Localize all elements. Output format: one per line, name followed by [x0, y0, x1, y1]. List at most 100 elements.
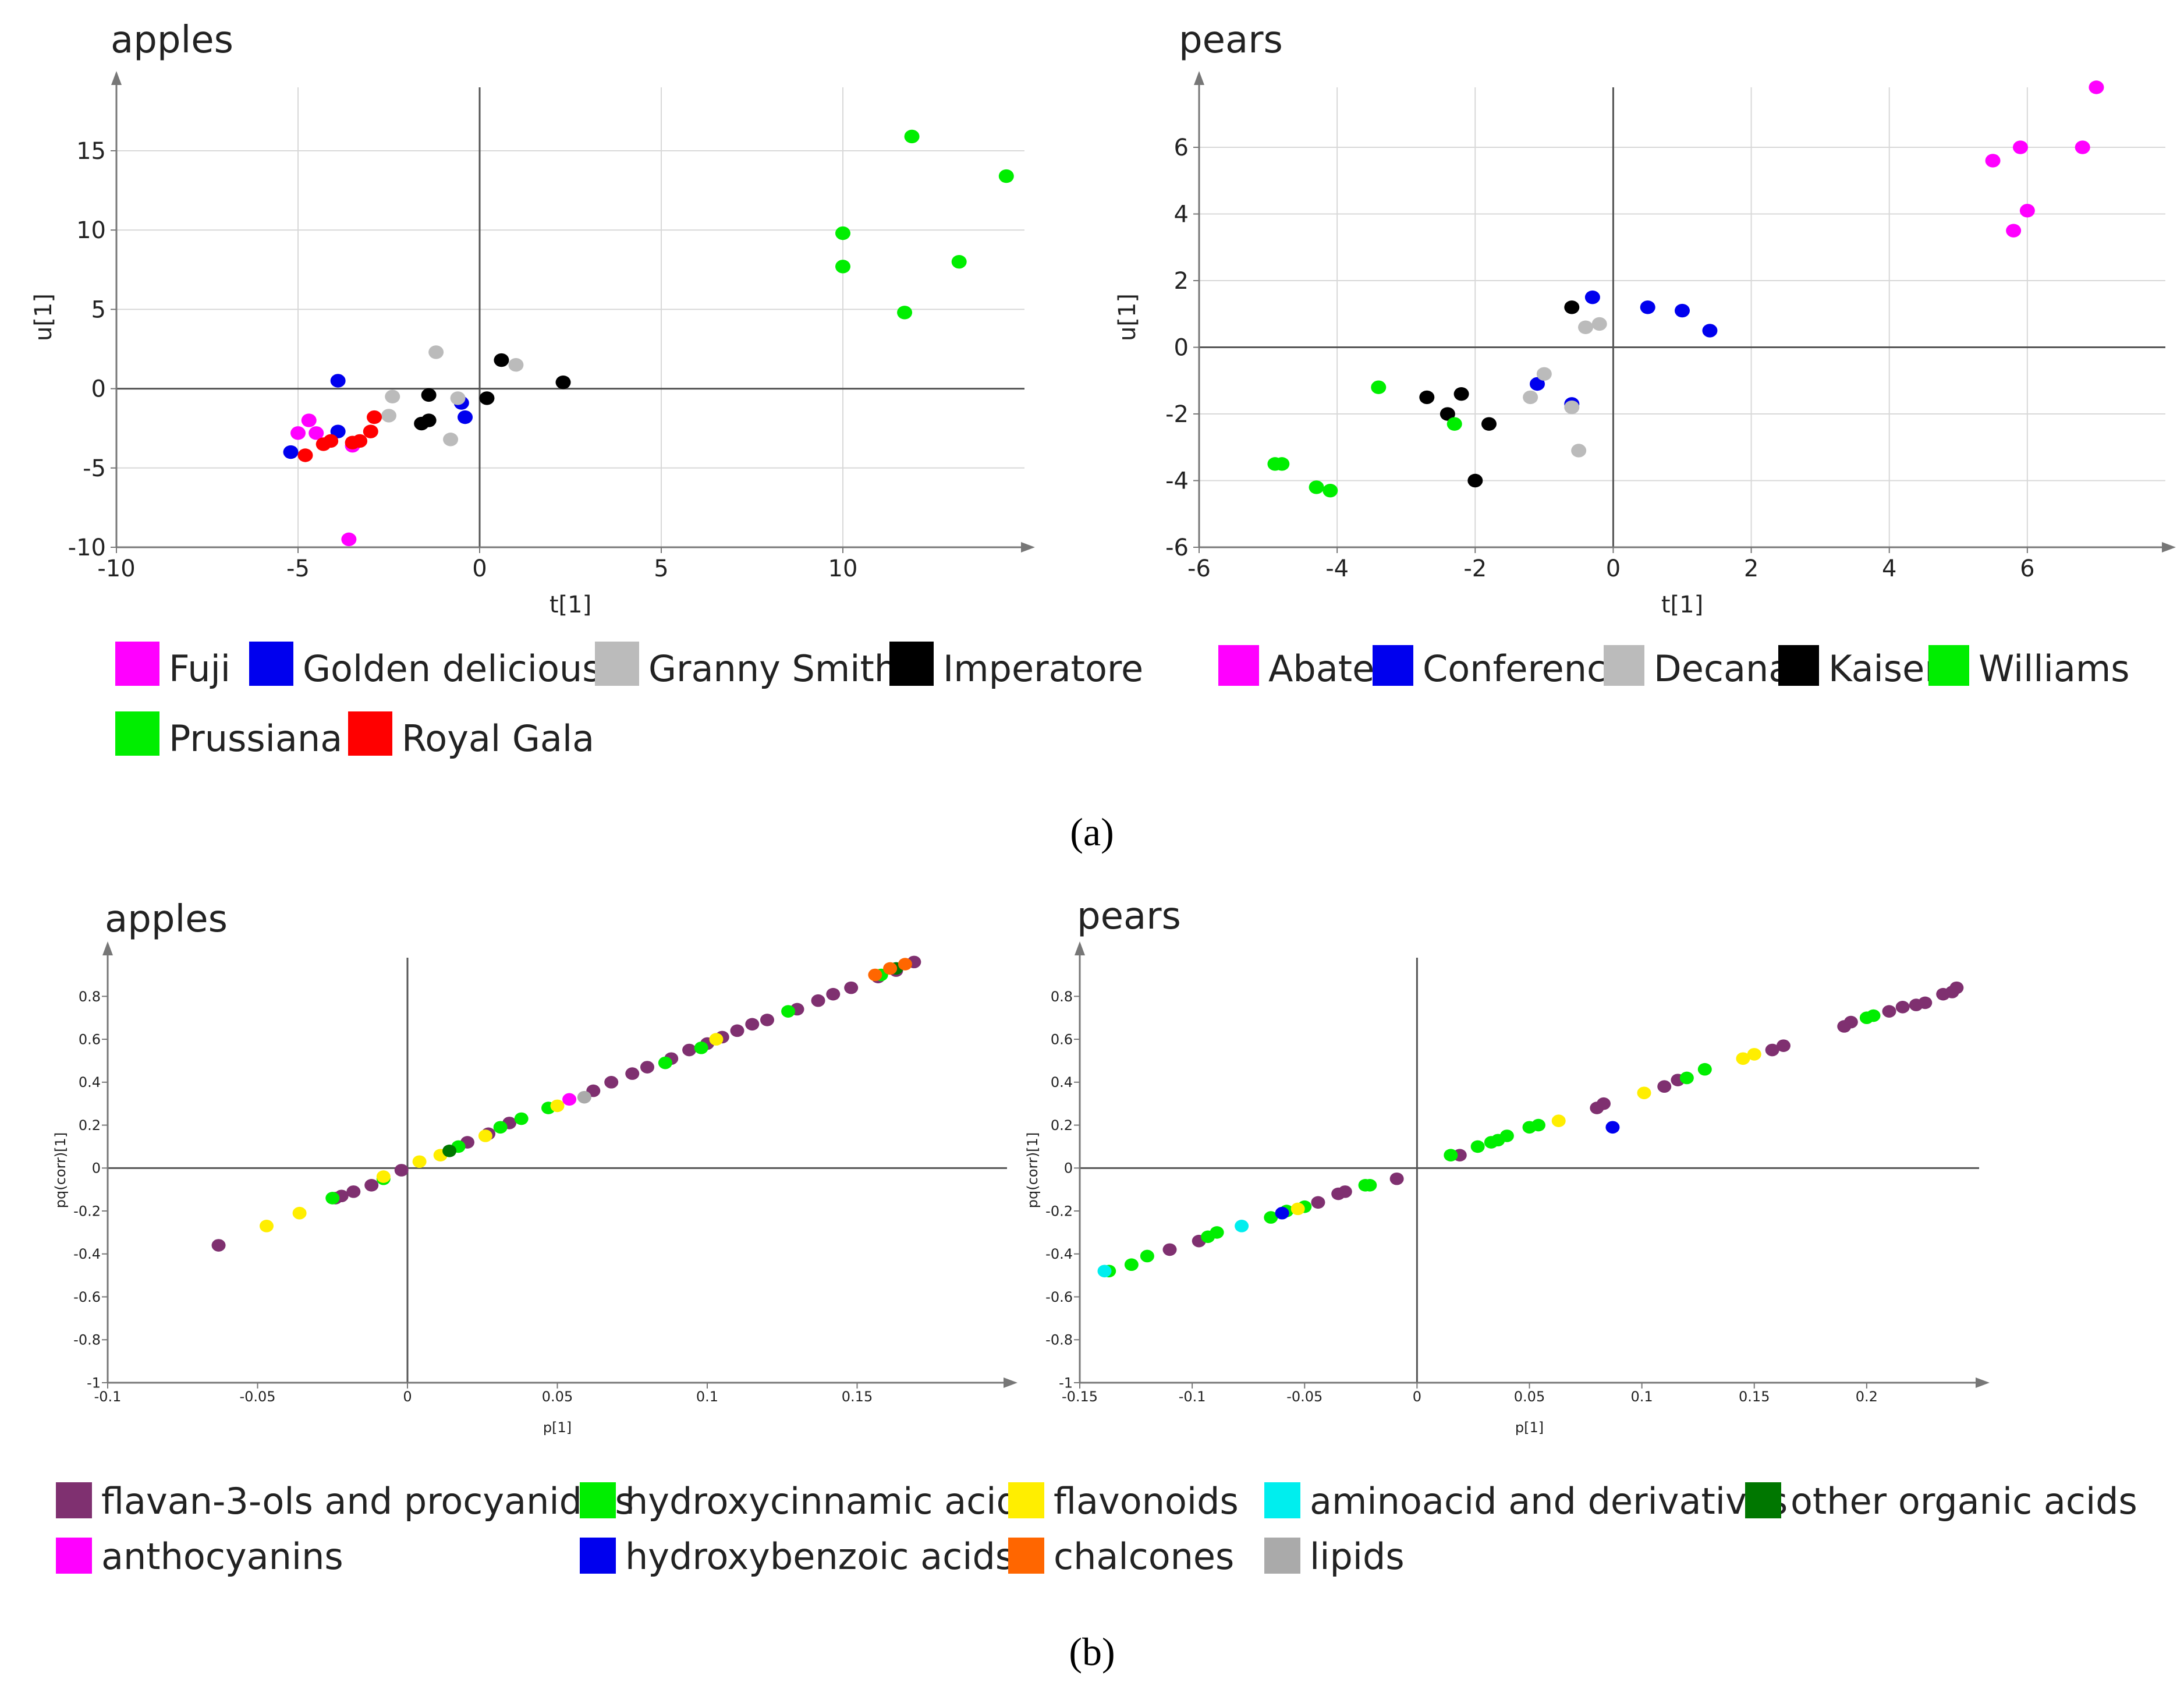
data-point-granny-smith: [508, 358, 524, 372]
panel-title: apples: [105, 898, 228, 941]
x-tick-label: 0.15: [1739, 1389, 1770, 1405]
data-point-flavonoids: [550, 1099, 565, 1113]
data-point-hydroxycinnamic-acids: [1210, 1226, 1224, 1239]
y-tick-label: 6: [1174, 134, 1189, 161]
data-point-williams: [1309, 480, 1324, 494]
data-point-hydroxycinnamic-acids: [1470, 1140, 1485, 1153]
data-point-anthocyanins: [562, 1093, 577, 1106]
y-axis-label: pq(corr)[1]: [52, 1132, 69, 1208]
data-point-flavonoids: [1637, 1086, 1651, 1100]
data-point-hydroxycinnamic-acids: [1866, 1009, 1881, 1022]
data-point-granny-smith: [450, 391, 466, 405]
data-point-flavan-3-ols-and-procyanidins: [745, 1018, 760, 1031]
legend-label: Royal Gala: [402, 717, 594, 760]
data-point-flavan-3-ols-and-procyanidins: [1918, 996, 1933, 1010]
data-point-hydroxycinnamic-acids: [325, 1192, 340, 1205]
x-axis-label: t[1]: [1661, 592, 1703, 618]
legend-swatch: [1218, 645, 1259, 686]
x-tick-label: 0.15: [842, 1389, 873, 1405]
panel-title: apples: [111, 19, 233, 62]
data-point-kaiser: [1564, 300, 1580, 314]
data-point-chalcones: [898, 958, 912, 971]
x-axis-label: p[1]: [1515, 1419, 1544, 1436]
legend-label: hydroxycinnamic acids: [625, 1480, 1038, 1522]
y-axis-label: pq(corr)[1]: [1024, 1132, 1041, 1208]
data-point-prussiana: [897, 306, 913, 320]
x-tick-label: 5: [654, 555, 668, 582]
legend-label: Kaiser: [1828, 647, 1940, 690]
data-point-decana: [1523, 390, 1538, 405]
y-tick-label: -0.6: [1045, 1289, 1073, 1305]
legend-label: Imperatore: [943, 647, 1143, 690]
plot-a-pears: pears -6 -4 -2 0 2 4 6 -6 -4 -2 0 2 4 6 t[1] u[1]: [1114, 19, 2176, 618]
legend-swatch: [889, 642, 934, 686]
data-point-flavan-3-ols-and-procyanidins: [625, 1067, 640, 1080]
x-axis-label: t[1]: [549, 592, 591, 618]
plot-a-apples: apples -10 -5 0 5 10 -10 -5 0 5 10 15 t[1] u[1]: [30, 19, 1035, 618]
data-point-imperatore: [555, 375, 571, 389]
legend-swatch: [249, 642, 293, 686]
data-point-williams: [1323, 483, 1338, 498]
data-point-prussiana: [904, 129, 920, 144]
y-tick-label: 0.2: [1051, 1117, 1073, 1134]
x-tick-label: 0.1: [696, 1389, 718, 1405]
data-point-decana: [1591, 317, 1607, 331]
y-tick-label: 0.6: [79, 1032, 101, 1048]
data-point-conference: [1584, 290, 1600, 304]
data-point-flavan-3-ols-and-procyanidins: [1882, 1005, 1896, 1018]
y-tick-label: 0.6: [1051, 1032, 1073, 1048]
data-point-granny-smith: [381, 409, 396, 423]
data-point-conference: [1640, 300, 1655, 314]
legend-swatch: [56, 1538, 92, 1574]
data-point-flavan-3-ols-and-procyanidins: [760, 1014, 774, 1026]
data-point-royal-gala: [323, 434, 339, 448]
x-tick-label: 0: [403, 1389, 412, 1405]
data-point-granny-smith: [443, 433, 459, 447]
data-point-abate: [2006, 224, 2022, 238]
y-tick-label: 0: [91, 376, 106, 403]
y-tick-label: 0.4: [1051, 1074, 1073, 1090]
data-point-flavan-3-ols-and-procyanidins: [811, 994, 825, 1007]
data-point-flavonoids: [478, 1129, 492, 1142]
x-tick-label: -6: [1187, 555, 1211, 582]
data-point-flavonoids: [709, 1033, 724, 1046]
data-point-granny-smith: [385, 389, 400, 403]
data-point-abate: [2013, 140, 2028, 154]
y-tick-label: -1: [1059, 1375, 1073, 1391]
data-point-flavan-3-ols-and-procyanidins: [1596, 1097, 1611, 1110]
data-point-fuji: [341, 532, 357, 547]
x-tick-label: -0.1: [94, 1389, 122, 1405]
data-point-flavan-3-ols-and-procyanidins: [640, 1061, 654, 1074]
data-point-flavonoids: [412, 1155, 427, 1168]
data-point-flavonoids: [1551, 1114, 1566, 1128]
data-point-prussiana: [998, 169, 1014, 183]
data-point-golden-delicious: [330, 424, 346, 438]
data-point-hydroxybenzoic-acids: [1275, 1206, 1289, 1220]
legend-swatch: [1745, 1482, 1781, 1518]
y-tick-label: 5: [91, 296, 106, 323]
legend-swatch: [56, 1482, 92, 1518]
x-axis-arrow: [1004, 1377, 1017, 1388]
data-point-chalcones: [868, 968, 882, 982]
y-tick-label: -4: [1165, 468, 1189, 495]
legend-label: anthocyanins: [101, 1535, 343, 1578]
y-tick-label: -0.4: [1045, 1246, 1073, 1262]
legend-label: Williams: [1979, 647, 2130, 690]
data-point-flavan-3-ols-and-procyanidins: [1311, 1196, 1325, 1209]
data-point-kaiser: [1467, 473, 1483, 488]
legend-swatch: [595, 642, 639, 686]
x-axis-label: p[1]: [543, 1419, 572, 1436]
y-tick-label: -1: [87, 1375, 101, 1391]
y-axis-arrow: [1194, 71, 1204, 85]
data-point-flavan-3-ols-and-procyanidins: [1949, 981, 1964, 994]
data-point-flavan-3-ols-and-procyanidins: [1162, 1243, 1177, 1256]
x-axis-arrow: [2162, 542, 2176, 552]
data-point-hydroxycinnamic-acids: [1444, 1149, 1458, 1161]
data-point-hydroxycinnamic-acids: [1499, 1129, 1514, 1142]
x-tick-label: -0.1: [1179, 1389, 1206, 1405]
plot-b-apples: apples -0.1 -0.05 0 0.05 0.1 0.15 -1 -0.8 -0.6 -0.…: [52, 898, 1017, 1436]
legend-b: flavan-3-ols and procyanidinshydroxycinn…: [56, 1480, 2137, 1578]
data-point-flavan-3-ols-and-procyanidins: [1843, 1015, 1858, 1029]
data-point-flavan-3-ols-and-procyanidins: [1389, 1172, 1404, 1185]
